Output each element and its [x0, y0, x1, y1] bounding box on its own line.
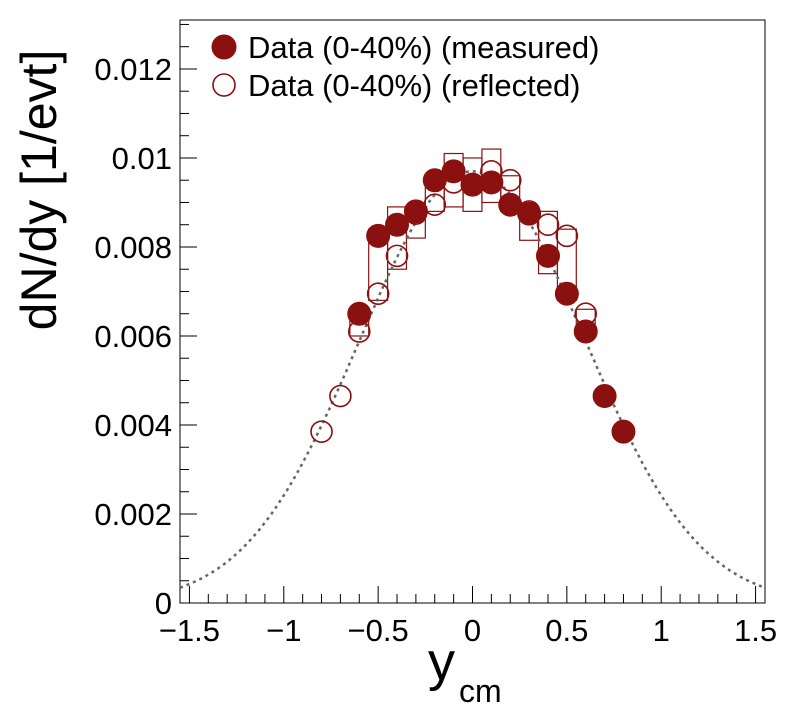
plot-frame	[179, 19, 766, 604]
measured-point	[441, 159, 466, 184]
fit-curve-group	[179, 170, 766, 589]
reflected-point	[536, 213, 560, 237]
legend-marker-reflected	[212, 73, 236, 97]
fit-curve	[179, 170, 766, 589]
x-tick-label: −1.5	[159, 613, 220, 648]
reflected-point	[555, 224, 579, 248]
legend-label-reflected: Data (0-40%) (reflected)	[248, 68, 581, 103]
measured-point	[517, 201, 542, 226]
measured-point	[479, 170, 504, 195]
y-axis-label: dN/dy [1/evt]	[11, 50, 67, 331]
x-tick-label: 0.5	[545, 613, 588, 648]
x-axis-label-subscript: cm	[459, 673, 502, 709]
x-tick-label: −0.5	[348, 613, 409, 648]
measured-point	[347, 301, 372, 326]
measured-point	[535, 243, 560, 268]
y-tick-label: 0.012	[94, 52, 172, 87]
legend-marker-measured	[211, 34, 237, 60]
reflected-point	[366, 282, 390, 305]
y-tick-label: 0	[155, 586, 172, 621]
y-tick-label: 0.01	[112, 141, 172, 176]
reflected-point	[385, 244, 409, 268]
axes: −1.5 −1 −0.5 0 0.5 1 1.5 0 0.002 0.004 0.006 0.008 0…	[94, 23, 777, 648]
measured-point	[573, 319, 598, 344]
y-tick-label: 0.002	[94, 497, 172, 532]
x-tick-label: 1.5	[734, 613, 777, 648]
measured-point	[385, 212, 410, 237]
data-markers	[310, 159, 636, 444]
y-tick-label: 0.006	[94, 319, 172, 354]
y-tick-label: 0.008	[94, 230, 172, 265]
measured-point	[592, 384, 617, 409]
y-tick-label: 0.004	[94, 408, 172, 443]
legend-label-measured: Data (0-40%) (measured)	[248, 30, 599, 65]
x-tick-label: −1	[266, 613, 301, 648]
measured-point	[554, 281, 579, 306]
x-tick-label: 1	[653, 613, 670, 648]
x-tick-label: 0	[464, 613, 481, 648]
x-axis-label: y	[428, 632, 455, 692]
legend: Data (0-40%) (measured) Data (0-40%) (re…	[211, 30, 599, 103]
reflected-point	[329, 384, 352, 408]
measured-point	[611, 419, 636, 444]
measured-point	[366, 223, 391, 248]
reflected-point	[310, 420, 333, 443]
measured-point	[403, 199, 428, 224]
